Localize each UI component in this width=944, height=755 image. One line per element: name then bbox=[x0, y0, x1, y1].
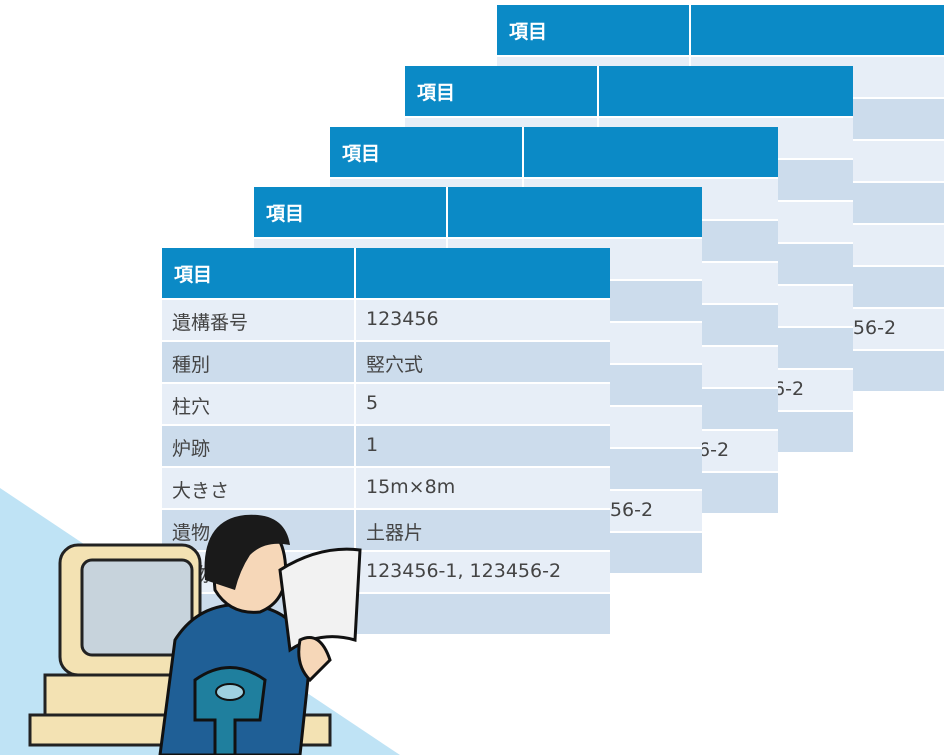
illustration bbox=[0, 0, 944, 755]
page: 項目123456-1, 123456-2項目123456-1, 123456-2… bbox=[0, 0, 944, 755]
